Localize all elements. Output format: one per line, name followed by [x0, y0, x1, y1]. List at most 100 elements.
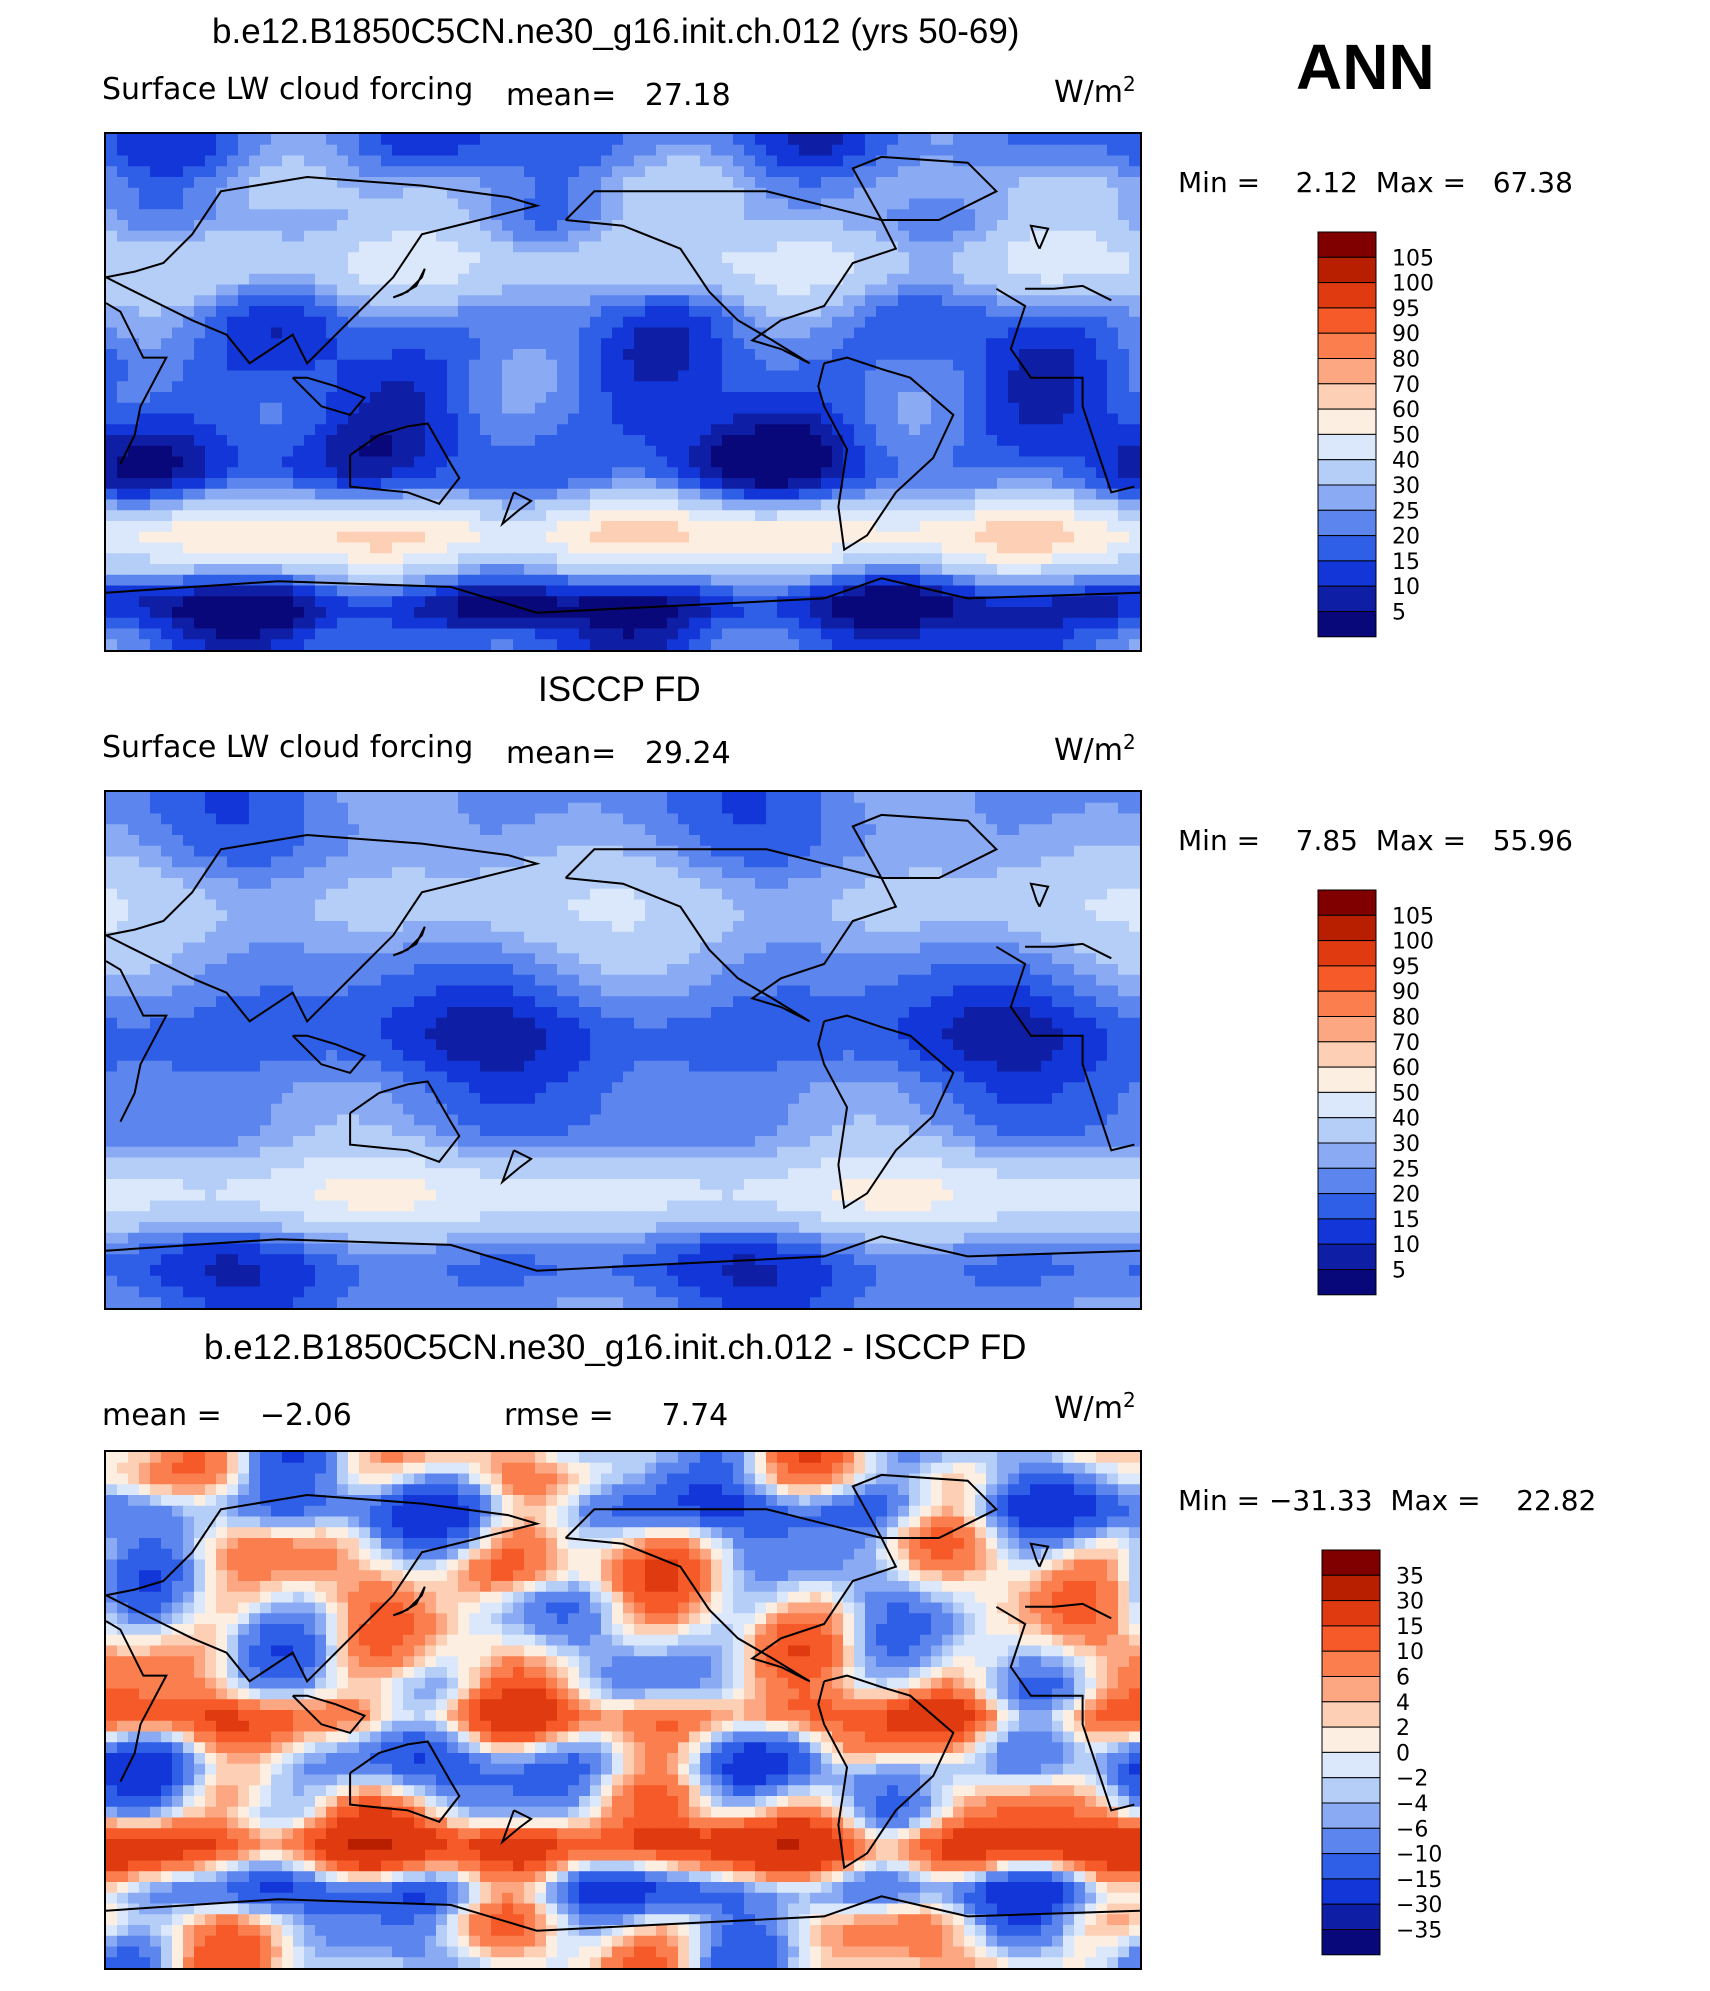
- map-cell: [282, 349, 294, 361]
- map-cell: [1085, 499, 1097, 511]
- map-cell: [810, 478, 822, 490]
- map-cell: [315, 316, 327, 329]
- map-cell: [711, 370, 723, 382]
- map-cell: [678, 617, 690, 630]
- map-cell: [766, 824, 778, 836]
- map-cell: [865, 209, 877, 221]
- map-cell: [799, 617, 811, 630]
- map-cell: [392, 134, 404, 146]
- map-cell: [282, 263, 294, 275]
- coastline: [392, 268, 426, 299]
- map-cell: [601, 359, 613, 372]
- map-cell: [942, 273, 954, 286]
- map-cell: [194, 392, 206, 404]
- map-cell: [1129, 813, 1140, 825]
- map-cell: [612, 628, 624, 640]
- map-cell: [931, 435, 943, 447]
- map-cell: [1052, 166, 1064, 178]
- map-cell: [348, 220, 360, 232]
- map-cell: [293, 467, 305, 479]
- map-cell: [370, 824, 382, 836]
- map-cell: [887, 424, 899, 436]
- map-cell: [139, 628, 151, 640]
- map-cell: [711, 531, 723, 544]
- map-cell: [711, 553, 723, 565]
- map-cell: [843, 134, 855, 146]
- map-cell: [557, 835, 569, 847]
- map-cell: [854, 166, 866, 178]
- map-cell: [766, 574, 778, 587]
- map-cell: [480, 327, 492, 339]
- map-cell: [1118, 392, 1130, 404]
- map-cell: [447, 574, 459, 587]
- map-cell: [348, 187, 360, 200]
- map-cell: [656, 435, 668, 447]
- map-cell: [370, 392, 382, 404]
- map-cell: [249, 531, 261, 544]
- map-cell: [436, 792, 448, 804]
- map-cell: [128, 617, 140, 630]
- map-cell: [282, 273, 294, 286]
- map-cell: [612, 316, 624, 329]
- map-cell: [590, 835, 602, 847]
- map-cell: [920, 359, 932, 372]
- map-cell: [194, 241, 206, 253]
- map-cell: [183, 381, 195, 393]
- map-cell: [678, 639, 690, 650]
- map-cell: [370, 209, 382, 221]
- map-cell: [1074, 521, 1086, 533]
- map-cell: [1052, 198, 1064, 210]
- map-cell: [920, 284, 932, 296]
- map-cell: [579, 413, 591, 425]
- map-cell: [282, 574, 294, 587]
- map-cell: [579, 792, 591, 804]
- map-cell: [447, 155, 459, 167]
- map-cell: [546, 316, 558, 329]
- map-cell: [139, 230, 151, 243]
- map-cell: [337, 295, 349, 307]
- map-cell: [953, 510, 965, 522]
- map-cell: [1118, 134, 1130, 146]
- map-cell: [139, 478, 151, 490]
- map-cell: [359, 617, 371, 630]
- map-cell: [359, 177, 371, 189]
- map-cell: [260, 220, 272, 232]
- map-cell: [337, 488, 349, 501]
- map-cell: [1063, 478, 1075, 490]
- map-cell: [1030, 338, 1042, 350]
- map-cell: [238, 435, 250, 447]
- map-cell: [777, 574, 789, 587]
- map-cell: [1107, 792, 1119, 804]
- map-cell: [799, 445, 811, 458]
- map-cell: [678, 542, 690, 554]
- map-cell: [205, 263, 217, 275]
- map-cell: [942, 306, 954, 318]
- map-cell: [238, 488, 250, 501]
- map-cell: [579, 639, 591, 650]
- map-cell: [601, 531, 613, 544]
- map-cell: [887, 187, 899, 200]
- map-cell: [425, 144, 437, 157]
- map-cell: [436, 284, 448, 296]
- map-cell: [953, 359, 965, 372]
- map-cell: [326, 230, 338, 243]
- map-cell: [392, 813, 404, 825]
- map-cell: [722, 607, 734, 619]
- map-cell: [964, 273, 976, 286]
- map-cell: [634, 338, 646, 350]
- map-cell: [436, 478, 448, 490]
- map-cell: [777, 370, 789, 382]
- map-cell: [623, 263, 635, 275]
- map-cell: [403, 252, 415, 264]
- map-cell: [1063, 445, 1075, 458]
- map-cell: [491, 198, 503, 210]
- map-cell: [359, 187, 371, 200]
- map-cell: [1118, 230, 1130, 243]
- map-cell: [744, 510, 756, 522]
- map-cell: [1085, 488, 1097, 501]
- map-cell: [1107, 284, 1119, 296]
- map-cell: [260, 628, 272, 640]
- map-cell: [271, 402, 283, 415]
- map-cell: [128, 187, 140, 200]
- map-cell: [799, 327, 811, 339]
